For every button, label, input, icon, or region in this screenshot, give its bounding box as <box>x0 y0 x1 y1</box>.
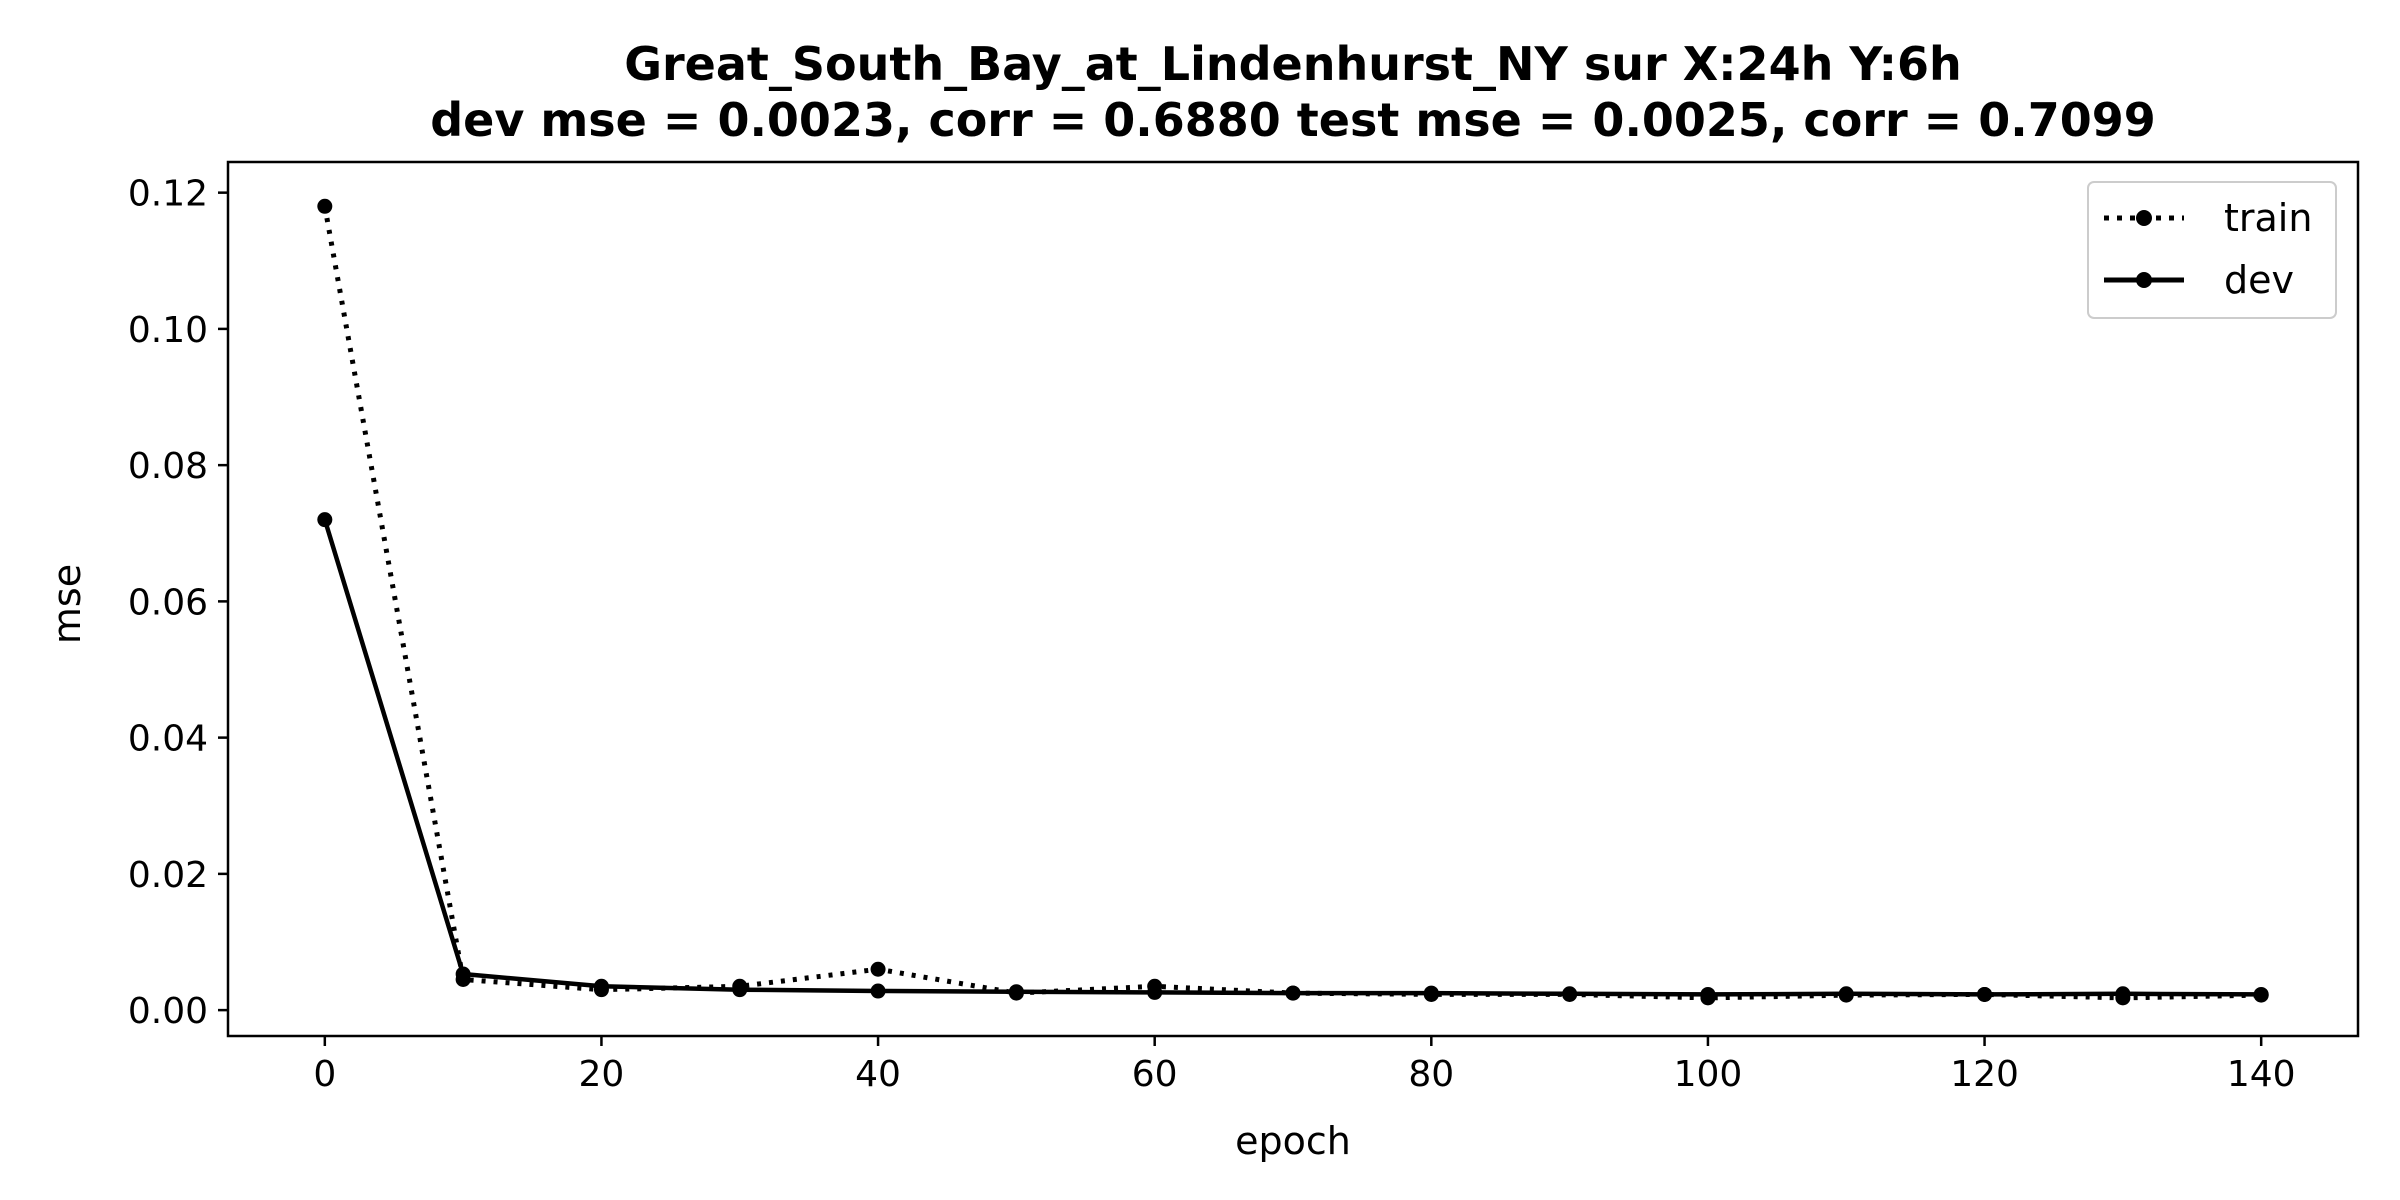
x-tick-label: 40 <box>855 1054 901 1095</box>
legend-train-label: train <box>2224 196 2312 240</box>
dev-point <box>1008 984 1024 1000</box>
y-tick-label: 0.00 <box>128 991 208 1032</box>
dev-point <box>593 978 609 994</box>
dev-point <box>1977 986 1993 1002</box>
dev-point <box>732 982 748 998</box>
dev-point <box>1838 986 1854 1002</box>
plot-area <box>226 160 2360 1038</box>
dev-point <box>455 966 471 982</box>
dev-point <box>1147 984 1163 1000</box>
dev-point <box>2115 986 2131 1002</box>
legend: train dev <box>2087 181 2337 319</box>
x-axis-label: epoch <box>1235 1119 1351 1163</box>
legend-train-marker <box>2136 210 2152 226</box>
dev-point <box>1700 986 1716 1002</box>
y-tick-label: 0.06 <box>128 582 208 623</box>
axis-ticks: 0 20 40 60 80 100 120 140 0.00 0.02 0.04 0.06 0.08 0.… <box>128 174 2296 1095</box>
plot-frame <box>226 160 2360 1038</box>
y-tick-label: 0.04 <box>128 719 208 760</box>
train-series-line <box>322 205 2262 1001</box>
y-axis-label: mse <box>45 564 89 644</box>
x-tick-label: 80 <box>1408 1054 1454 1095</box>
dev-point <box>1562 986 1578 1002</box>
dev-point <box>2253 986 2269 1002</box>
legend-dev-label: dev <box>2224 258 2294 302</box>
x-tick-label: 140 <box>2227 1054 2296 1095</box>
legend-dev-marker <box>2136 272 2152 288</box>
dev-point <box>1423 985 1439 1001</box>
dev-series-line <box>322 518 2262 997</box>
dev-point <box>870 983 886 999</box>
y-tick-label: 0.10 <box>128 310 208 351</box>
y-tick-label: 0.08 <box>128 446 208 487</box>
x-tick-label: 60 <box>1132 1054 1178 1095</box>
dev-point <box>317 512 333 528</box>
y-tick-label: 0.02 <box>128 855 208 896</box>
x-tick-label: 100 <box>1674 1054 1743 1095</box>
chart-title-line1: Great_South_Bay_at_Lindenhurst_NY sur X:… <box>624 37 1962 91</box>
dev-point <box>1285 985 1301 1001</box>
x-tick-label: 0 <box>313 1054 336 1095</box>
train-point <box>317 198 333 214</box>
x-tick-label: 20 <box>579 1054 625 1095</box>
train-point <box>870 961 886 977</box>
y-tick-label: 0.12 <box>128 174 208 215</box>
chart-title-line2: dev mse = 0.0023, corr = 0.6880 test mse… <box>430 93 2156 147</box>
x-tick-label: 120 <box>1950 1054 2019 1095</box>
